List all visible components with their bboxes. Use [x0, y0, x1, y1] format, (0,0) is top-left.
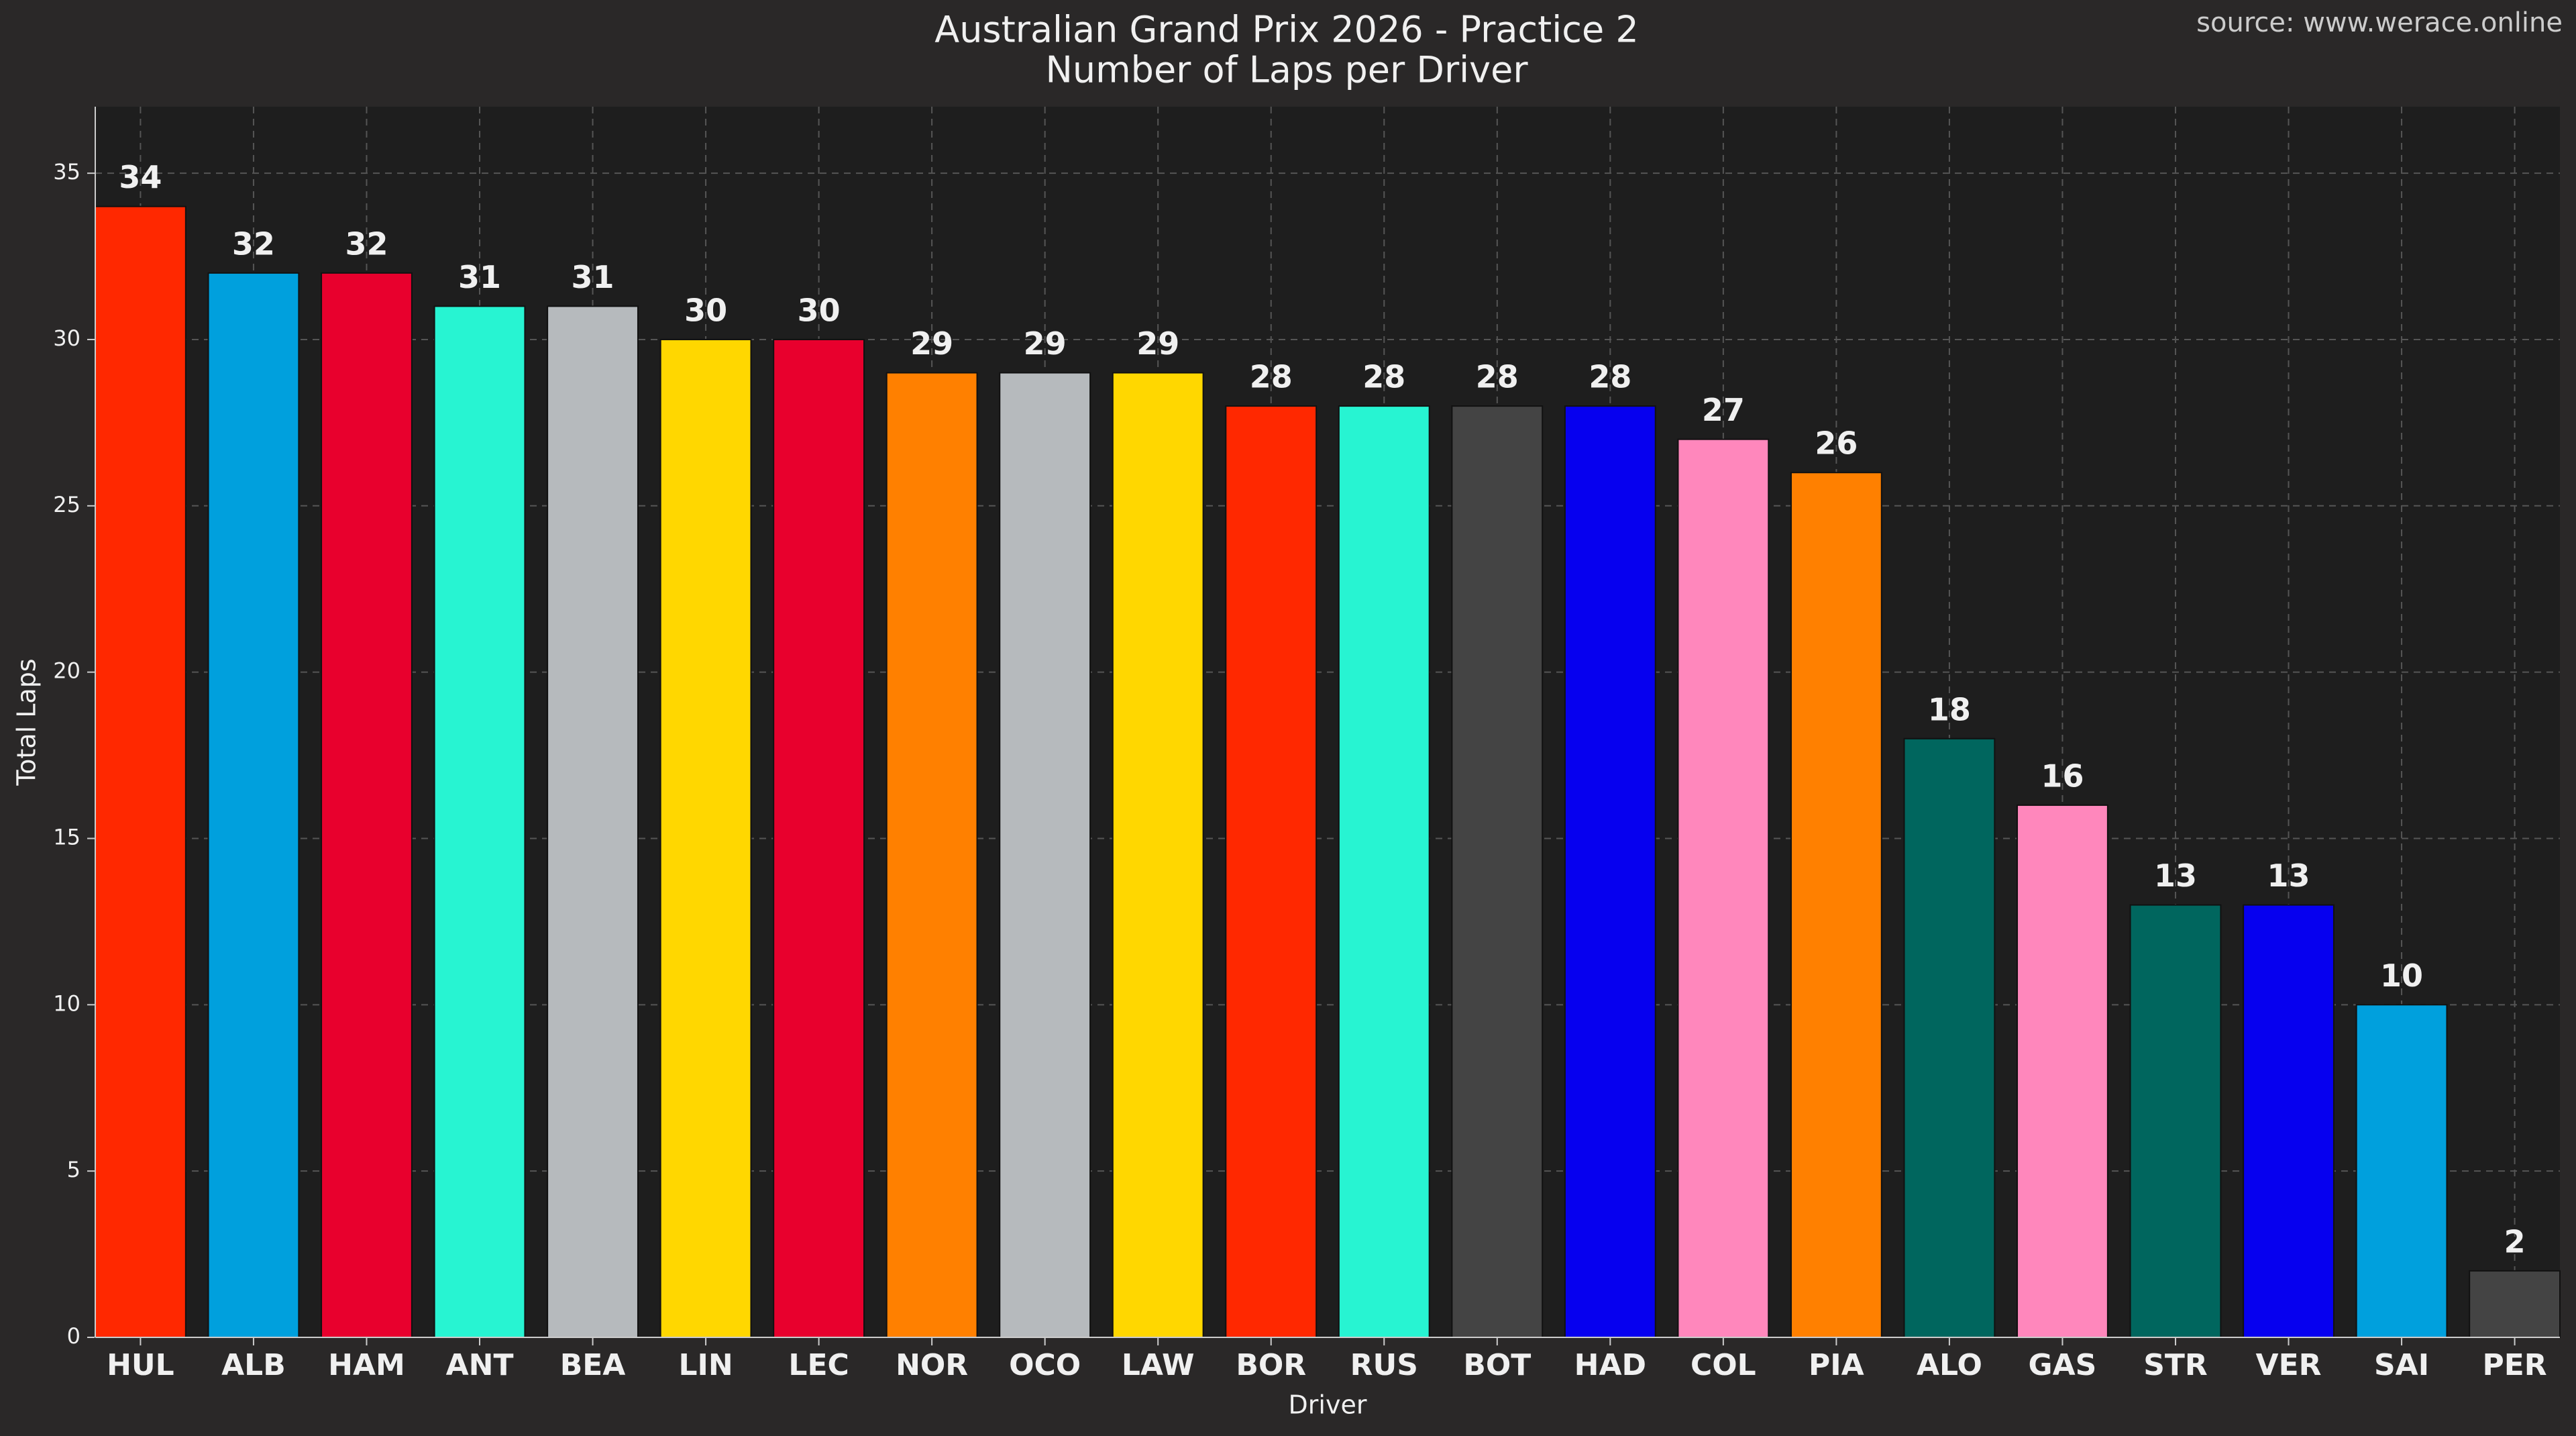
value-label: 32: [345, 225, 388, 262]
bar: [1112, 372, 1204, 1338]
value-label: 29: [910, 325, 953, 362]
bar: [2355, 1004, 2448, 1339]
value-label: 31: [572, 259, 614, 295]
value-label: 31: [458, 259, 501, 295]
x-tick-label: LIN: [678, 1348, 733, 1382]
bar: [207, 272, 300, 1338]
value-label: 29: [1136, 325, 1179, 362]
bar: [433, 305, 526, 1338]
bar: [2243, 904, 2334, 1338]
bar: [1903, 737, 1996, 1338]
value-label: 34: [119, 159, 162, 195]
value-label: 28: [1476, 359, 1519, 395]
y-tick-label: 35: [53, 159, 80, 185]
x-tick-label: OCO: [1009, 1348, 1081, 1382]
source-note: source: www.werace.online: [2196, 7, 2563, 38]
x-tick-label: ALO: [1917, 1348, 1982, 1382]
x-axis-label: Driver: [1289, 1390, 1367, 1420]
bar: [1677, 438, 1770, 1338]
value-label: 28: [1362, 359, 1405, 395]
y-tick-label: 0: [67, 1323, 80, 1349]
x-tick-label: HUL: [107, 1348, 174, 1382]
bar: [2017, 804, 2108, 1338]
bar: [2129, 904, 2222, 1338]
y-tick-label: 10: [53, 990, 80, 1016]
chart-title: Australian Grand Prix 2026 - Practice 2: [934, 9, 1638, 51]
value-label: 28: [1589, 359, 1631, 395]
bar: [999, 372, 1091, 1338]
bar: [1225, 405, 1318, 1338]
value-label: 32: [232, 225, 275, 262]
bar: [1564, 405, 1656, 1338]
y-tick-label: 15: [53, 824, 80, 850]
bar: [885, 372, 978, 1338]
bar: [2469, 1270, 2561, 1338]
x-tick-label: NOR: [896, 1348, 968, 1382]
y-tick-label: 30: [53, 325, 80, 351]
value-label: 10: [2380, 958, 2423, 994]
bar: [773, 338, 865, 1338]
x-tick-label: STR: [2143, 1348, 2208, 1382]
value-label: 13: [2154, 858, 2197, 894]
bar: [321, 272, 413, 1338]
x-tick-label: COL: [1690, 1348, 1756, 1382]
bar: [95, 205, 186, 1338]
x-tick-label: HAM: [328, 1348, 405, 1382]
x-tick-label: LEC: [788, 1348, 849, 1382]
bar: [547, 305, 639, 1338]
x-tick-label: BEA: [560, 1348, 626, 1382]
x-tick-label: ANT: [446, 1348, 514, 1382]
bar: [1338, 405, 1430, 1338]
chart-subtitle: Number of Laps per Driver: [1045, 49, 1528, 91]
x-tick-label: BOR: [1236, 1348, 1306, 1382]
value-label: 2: [2504, 1223, 2526, 1260]
x-tick-label: VER: [2256, 1348, 2322, 1382]
bar: [1451, 405, 1544, 1338]
y-tick-label: 25: [53, 492, 80, 517]
x-tick-label: LAW: [1122, 1348, 1195, 1382]
value-label: 28: [1250, 359, 1293, 395]
value-label: 30: [798, 292, 841, 328]
x-tick-label: ALB: [221, 1348, 286, 1382]
x-tick-label: PER: [2482, 1348, 2546, 1382]
y-tick-label: 5: [67, 1157, 80, 1182]
x-tick-label: SAI: [2374, 1348, 2429, 1382]
value-label: 26: [1815, 425, 1858, 462]
value-label: 27: [1702, 392, 1745, 428]
x-tick-label: BOT: [1463, 1348, 1531, 1382]
value-label: 13: [2267, 858, 2310, 894]
bar: [1790, 472, 1882, 1338]
bar: [659, 338, 752, 1338]
y-tick-label: 20: [53, 658, 80, 684]
x-tick-label: GAS: [2029, 1348, 2097, 1382]
x-tick-label: RUS: [1350, 1348, 1418, 1382]
value-label: 30: [684, 292, 727, 328]
value-label: 29: [1024, 325, 1067, 362]
x-tick-label: HAD: [1574, 1348, 1646, 1382]
value-label: 16: [2041, 758, 2084, 794]
y-axis-label: Total Laps: [12, 658, 42, 786]
value-label: 18: [1928, 691, 1971, 727]
x-tick-label: PIA: [1809, 1348, 1864, 1382]
